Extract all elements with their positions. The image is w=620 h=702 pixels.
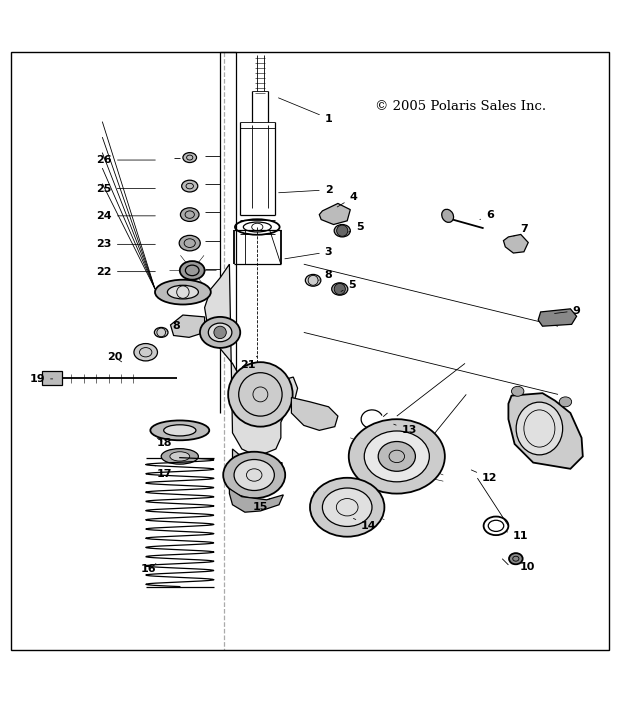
Ellipse shape [170, 452, 190, 461]
Text: 10: 10 [511, 562, 534, 571]
Ellipse shape [183, 152, 197, 163]
Ellipse shape [306, 274, 321, 286]
Ellipse shape [167, 285, 198, 299]
Text: 19: 19 [29, 374, 53, 384]
Polygon shape [503, 234, 528, 253]
Ellipse shape [150, 420, 209, 440]
Ellipse shape [509, 553, 523, 564]
Ellipse shape [223, 452, 285, 498]
Ellipse shape [180, 261, 205, 279]
Ellipse shape [164, 425, 196, 436]
Text: 18: 18 [156, 438, 172, 448]
Text: 4: 4 [337, 192, 357, 207]
Text: 7: 7 [514, 225, 528, 236]
Polygon shape [170, 315, 205, 338]
Ellipse shape [234, 460, 274, 491]
Text: 24: 24 [96, 211, 156, 221]
Ellipse shape [332, 283, 348, 296]
Text: 1: 1 [278, 98, 332, 124]
Text: 9: 9 [554, 305, 580, 316]
Bar [42, 371, 62, 385]
Ellipse shape [180, 208, 199, 221]
Text: 6: 6 [480, 210, 494, 220]
Text: 5: 5 [348, 222, 363, 232]
Text: 14: 14 [353, 518, 377, 531]
Ellipse shape [154, 327, 168, 338]
Circle shape [228, 362, 293, 427]
Ellipse shape [441, 209, 454, 223]
Ellipse shape [155, 279, 211, 305]
Text: 17: 17 [155, 465, 172, 479]
Text: 8: 8 [319, 270, 332, 280]
Circle shape [337, 225, 348, 237]
Ellipse shape [559, 397, 572, 406]
Text: 3: 3 [285, 247, 332, 259]
Text: 15: 15 [253, 498, 270, 512]
Text: 2: 2 [278, 185, 332, 194]
Text: 11: 11 [506, 531, 528, 541]
Text: 13: 13 [394, 424, 417, 435]
Polygon shape [538, 309, 577, 326]
Text: 8: 8 [167, 322, 180, 331]
Polygon shape [508, 393, 583, 469]
Text: 12: 12 [471, 470, 497, 483]
Text: 22: 22 [97, 267, 156, 277]
Text: 5: 5 [341, 280, 356, 291]
Polygon shape [232, 449, 282, 486]
Ellipse shape [516, 402, 563, 455]
Ellipse shape [512, 386, 524, 396]
Polygon shape [319, 204, 350, 225]
Ellipse shape [182, 180, 198, 192]
Ellipse shape [365, 431, 429, 482]
Ellipse shape [161, 449, 198, 464]
Ellipse shape [322, 488, 372, 526]
Ellipse shape [310, 478, 384, 537]
Text: 26: 26 [96, 155, 156, 165]
Ellipse shape [348, 419, 445, 494]
Text: 20: 20 [107, 352, 122, 362]
Polygon shape [205, 264, 298, 456]
Text: 25: 25 [97, 183, 156, 194]
Text: 16: 16 [141, 564, 157, 574]
Circle shape [214, 326, 226, 338]
Text: © 2005 Polaris Sales Inc.: © 2005 Polaris Sales Inc. [375, 100, 546, 112]
Text: 21: 21 [241, 356, 257, 370]
Ellipse shape [378, 442, 415, 471]
Polygon shape [229, 489, 283, 512]
Ellipse shape [334, 225, 350, 237]
Ellipse shape [208, 323, 232, 342]
Ellipse shape [200, 317, 241, 348]
Ellipse shape [179, 235, 200, 251]
Text: 23: 23 [97, 239, 156, 249]
Polygon shape [291, 397, 338, 430]
Ellipse shape [134, 343, 157, 361]
Circle shape [334, 284, 345, 295]
